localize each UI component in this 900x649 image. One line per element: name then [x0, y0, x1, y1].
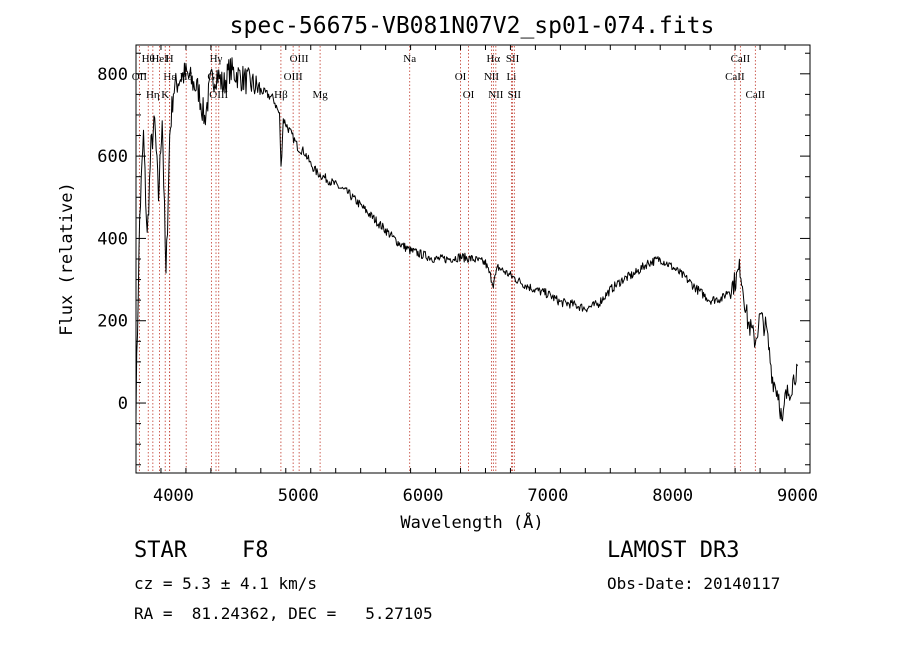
line-marker-label: Hβ [274, 89, 288, 101]
plot-series [135, 57, 798, 422]
subclass-label: F8 [242, 538, 269, 563]
line-marker-label: Hε [163, 71, 176, 83]
y-tick-label: 0 [118, 394, 128, 414]
x-axis-label: Wavelength (Å) [400, 511, 543, 533]
line-marker-label: CaII [746, 89, 766, 101]
line-marker-label: OII [132, 71, 148, 83]
line-markers: HθOIIHηHeIHεKHHδOIIIHγGHβOIIIOIIIMgNaOIO… [132, 46, 766, 472]
line-marker-label: CaII [725, 71, 745, 83]
y-tick-label: 800 [97, 65, 128, 85]
line-marker-label: Na [403, 53, 416, 65]
line-marker-label: OI [455, 71, 467, 83]
x-tick-label: 4000 [153, 486, 194, 506]
line-marker-label: CaII [731, 53, 751, 65]
line-marker-label: G [207, 71, 215, 83]
x-tick-label: 8000 [652, 486, 693, 506]
line-marker-label: OIII [209, 89, 228, 101]
line-marker-label: Hθ [142, 53, 155, 65]
line-marker-label: Li [507, 71, 517, 83]
line-marker-label: OIII [284, 71, 303, 83]
x-tick-label: 5000 [278, 486, 319, 506]
y-tick-label: 600 [97, 147, 128, 167]
y-tick-label: 200 [97, 312, 128, 332]
line-marker-label: OIII [290, 53, 309, 65]
line-marker-label: NII [488, 89, 504, 101]
y-tick-label: 400 [97, 229, 128, 249]
line-marker-label: Hα [486, 53, 500, 65]
survey-label: LAMOST DR3 [607, 538, 740, 563]
x-tick-label: 6000 [403, 486, 444, 506]
line-marker-label: NII [484, 71, 500, 83]
y-axis-label: Flux (relative) [57, 182, 77, 336]
line-marker-label: Mg [312, 89, 328, 101]
line-marker-label: SII [508, 89, 522, 101]
line-marker-label: K [161, 89, 169, 101]
class-label: STAR [134, 538, 187, 563]
line-marker-label: OI [463, 89, 475, 101]
line-marker-label: SII [506, 53, 520, 65]
obs-date-readout: Obs-Date: 20140117 [607, 574, 781, 593]
spectrum-line [135, 57, 798, 422]
line-marker-label: Hη [146, 89, 160, 101]
x-tick-label: 9000 [777, 486, 818, 506]
coordinates-readout: RA = 81.24362, DEC = 5.27105 [134, 604, 433, 623]
chart-title: spec-56675-VB081N07V2_sp01-074.fits [230, 13, 715, 39]
line-marker-label: H [166, 53, 174, 65]
y-axis: 0 200 400 600 800 [97, 52, 810, 466]
x-axis: 4000 5000 6000 7000 8000 9000 [135, 45, 818, 506]
line-marker-label: Hγ [210, 53, 223, 65]
redshift-readout: cz = 5.3 ± 4.1 km/s [134, 574, 318, 593]
x-tick-label: 7000 [527, 486, 568, 506]
line-marker-label: HeI [151, 53, 168, 65]
